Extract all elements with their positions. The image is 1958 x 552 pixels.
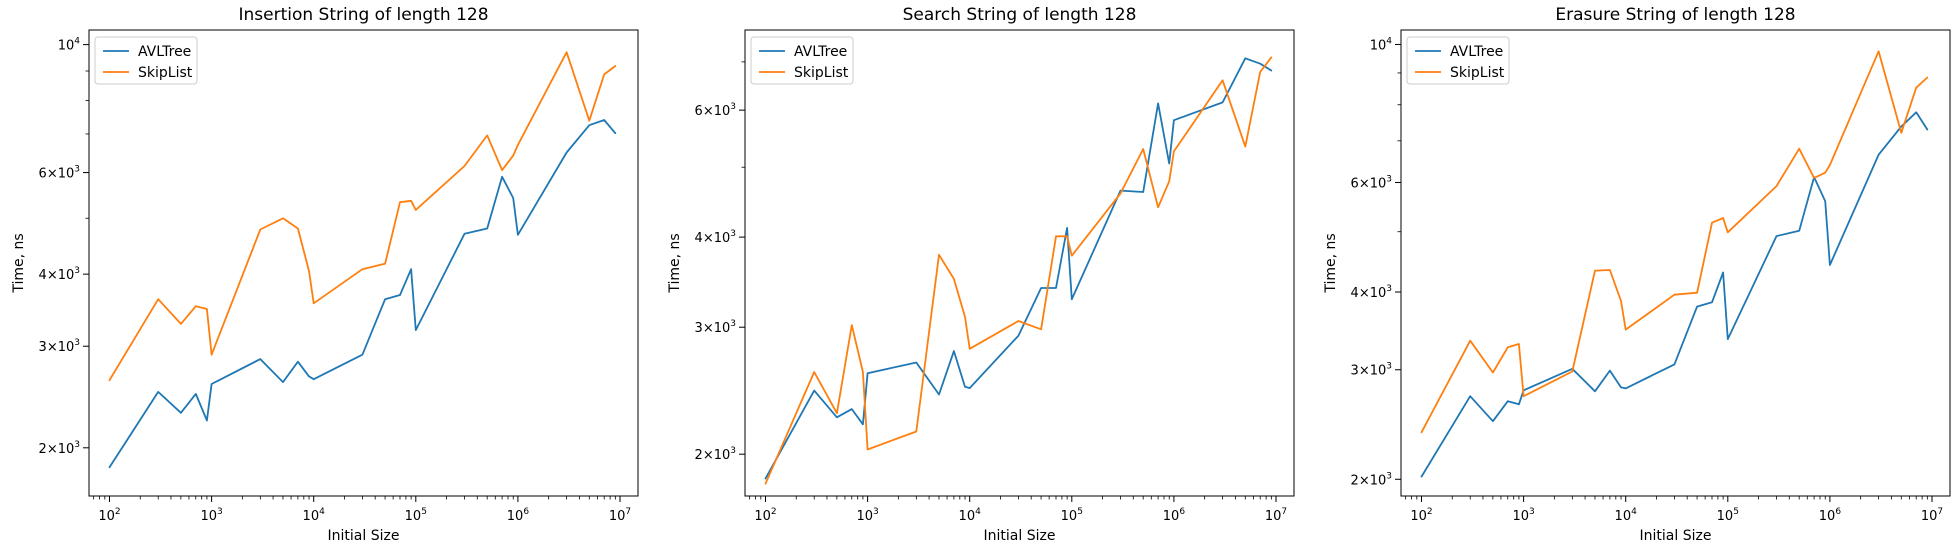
x-tick-label: 102: [1410, 507, 1432, 524]
x-tick-label: 104: [303, 507, 326, 524]
x-tick-label: 105: [1061, 507, 1083, 524]
x-tick-label: 103: [1512, 507, 1534, 524]
y-tick-label: 2×103: [1351, 471, 1392, 488]
y-axis-label: Time, ns: [1323, 233, 1339, 293]
series-line-skiplist: [1420, 50, 1929, 434]
x-axis-label: Initial Size: [328, 528, 400, 544]
chart-search: Search String of length 128 102 103 104 105 1…: [667, 5, 1295, 544]
series-line-skiplist: [108, 51, 617, 382]
x-tick-label: 104: [959, 507, 982, 524]
x-tick-label: 102: [98, 507, 120, 524]
x-tick-label: 107: [1265, 507, 1287, 524]
plot-frame: [1400, 29, 1951, 497]
y-axis-label: Time, ns: [667, 233, 683, 293]
x-tick-label: 107: [609, 507, 631, 524]
x-tick-label: 106: [507, 507, 530, 524]
y-tick-label: 4×103: [39, 266, 80, 283]
plot-frame: [744, 29, 1295, 497]
legend-label-avltree: AVLTree: [794, 44, 847, 60]
y-tick-label: 3×103: [39, 338, 80, 355]
series-line-avltree: [1420, 111, 1929, 478]
chart-title: Erasure String of length 128: [1555, 5, 1795, 25]
series-line-avltree: [764, 57, 1273, 480]
legend-label-skiplist: SkipList: [794, 65, 849, 81]
legend: AVLTree SkipList: [1406, 36, 1510, 85]
chart-title: Search String of length 128: [903, 5, 1137, 25]
y-tick-label: 2×103: [695, 446, 736, 463]
x-tick-label: 102: [754, 507, 776, 524]
y-tick-label: 4×103: [695, 229, 736, 246]
chart-insertion: Insertion String of length 128 102 103 104 1…: [11, 5, 639, 544]
x-tick-label: 105: [405, 507, 427, 524]
series-line-skiplist: [764, 56, 1273, 485]
plot-frame: [88, 29, 639, 497]
x-tick-label: 105: [1717, 507, 1739, 524]
legend-label-avltree: AVLTree: [138, 44, 191, 60]
chart-erasure: Erasure String of length 128 102 103 104 105…: [1323, 5, 1951, 544]
series-line-avltree: [108, 119, 617, 469]
y-tick-label: 3×103: [1351, 362, 1392, 379]
x-tick-label: 103: [856, 507, 878, 524]
x-tick-label: 106: [1819, 507, 1842, 524]
y-tick-label: 6×103: [695, 102, 736, 119]
x-tick-label: 104: [1615, 507, 1638, 524]
y-tick-label: 6×103: [39, 165, 80, 182]
x-tick-label: 107: [1921, 507, 1943, 524]
y-tick-label: 6×103: [1351, 174, 1392, 191]
legend: AVLTree SkipList: [94, 36, 198, 85]
legend-label-skiplist: SkipList: [138, 65, 193, 81]
legend: AVLTree SkipList: [750, 36, 854, 85]
y-tick-label: 4×103: [1351, 284, 1392, 301]
y-tick-label: 3×103: [695, 319, 736, 336]
x-axis-label: Initial Size: [1640, 528, 1712, 544]
legend-label-avltree: AVLTree: [1450, 44, 1503, 60]
y-tick-label: 104: [1370, 36, 1393, 53]
y-axis-label: Time, ns: [11, 233, 27, 293]
legend-label-skiplist: SkipList: [1450, 65, 1505, 81]
y-tick-label: 2×103: [39, 440, 80, 457]
x-tick-label: 103: [200, 507, 222, 524]
y-tick-label: 104: [58, 37, 81, 54]
x-tick-label: 106: [1163, 507, 1186, 524]
x-axis-label: Initial Size: [984, 528, 1056, 544]
chart-title: Insertion String of length 128: [238, 5, 488, 25]
